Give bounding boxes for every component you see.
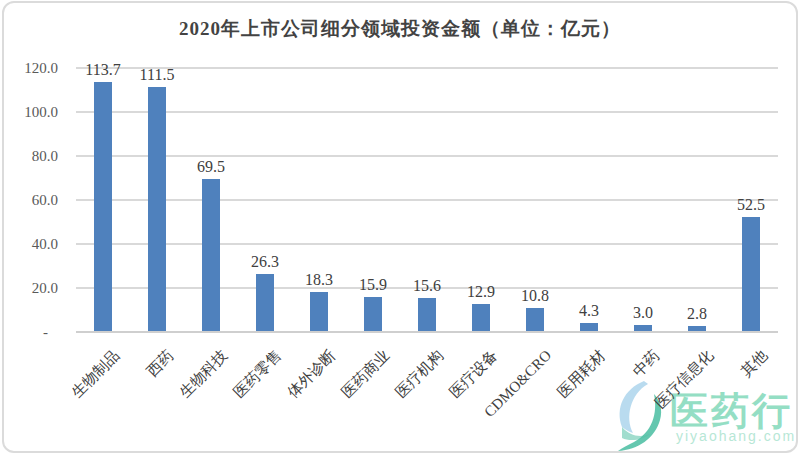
x-category-label: 西药 xyxy=(144,347,177,380)
x-category-label: 医药零售 xyxy=(231,347,285,401)
bar-体外诊断 xyxy=(310,292,328,332)
data-label: 2.8 xyxy=(665,305,729,323)
x-category-label: 医用耗材 xyxy=(555,347,609,401)
watermark: 医药行 yiyaohang.com xyxy=(610,378,796,450)
y-tick-label: 60.0 xyxy=(0,191,58,209)
y-tick-label: 80.0 xyxy=(0,147,58,165)
chart-title: 2020年上市公司细分领域投资金额（单位：亿元） xyxy=(0,16,800,42)
y-tick-label: 100.0 xyxy=(0,103,58,121)
bar-医药零售 xyxy=(256,274,274,332)
gridline xyxy=(76,199,778,201)
x-axis-line xyxy=(76,331,778,333)
data-label: 52.5 xyxy=(719,196,783,214)
bar-西药 xyxy=(148,87,166,332)
x-category-label: 医疗设备 xyxy=(447,347,501,401)
x-category-label: 医疗机构 xyxy=(393,347,447,401)
gridline xyxy=(76,155,778,157)
x-category-label: 医药商业 xyxy=(339,347,393,401)
data-label: 26.3 xyxy=(233,253,297,271)
bar-CDMO&CRO xyxy=(526,308,544,332)
x-category-label: 中药 xyxy=(630,347,663,380)
watermark-domain-text: yiyaohang.com xyxy=(676,428,796,444)
bar-生物科技 xyxy=(202,179,220,332)
x-category-label: 生物科技 xyxy=(177,347,231,401)
bar-医疗设备 xyxy=(472,304,490,332)
y-tick-label: 20.0 xyxy=(0,279,58,297)
y-tick-label: 40.0 xyxy=(0,235,58,253)
bar-医药商业 xyxy=(364,297,382,332)
gridline xyxy=(76,243,778,245)
bar-生物制品 xyxy=(94,82,112,332)
data-label: 69.5 xyxy=(179,158,243,176)
data-label: 111.5 xyxy=(125,66,189,84)
chart-canvas: 2020年上市公司细分领域投资金额（单位：亿元） 120.0 100.0 80.0 6… xyxy=(0,0,800,453)
bar-医疗机构 xyxy=(418,298,436,332)
bar-其他 xyxy=(742,217,760,333)
x-category-label: 生物制品 xyxy=(69,347,123,401)
x-category-label: 其他 xyxy=(738,347,771,380)
y-tick-label: - xyxy=(0,323,58,341)
x-category-label: 体外诊断 xyxy=(285,347,339,401)
y-tick-label: 120.0 xyxy=(0,59,58,77)
gridline xyxy=(76,111,778,113)
